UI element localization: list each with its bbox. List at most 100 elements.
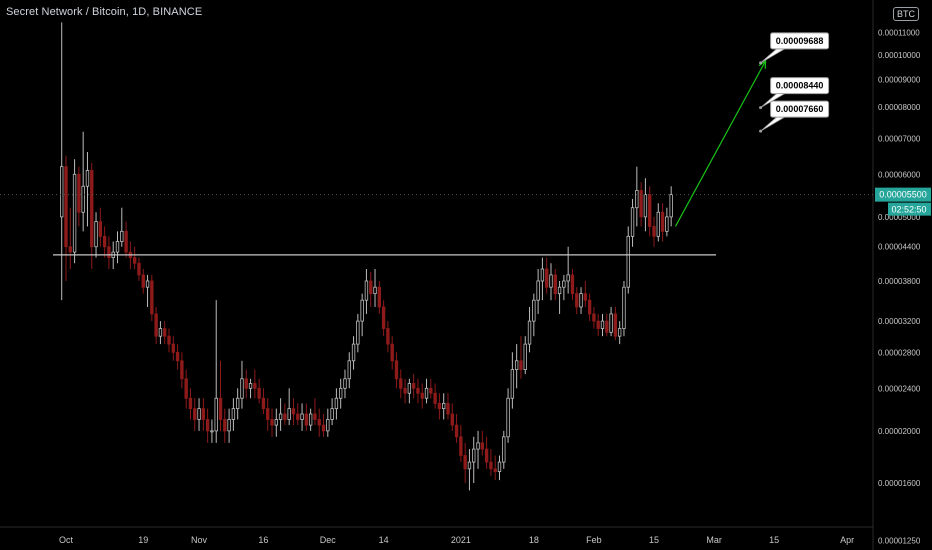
candle xyxy=(167,328,171,353)
candle xyxy=(107,236,111,269)
candle-body xyxy=(283,413,287,420)
candle xyxy=(656,203,660,242)
candle-body xyxy=(351,343,356,362)
candle xyxy=(424,378,429,404)
candle xyxy=(308,408,313,431)
candle xyxy=(600,313,605,337)
candle-body xyxy=(381,306,386,329)
candles-series xyxy=(60,22,673,491)
candle xyxy=(188,388,193,420)
candle xyxy=(484,436,489,469)
candle-body xyxy=(643,194,648,218)
price-axis[interactable]: 0.00011000 0.00010000 0.00009000 0.00008000… xyxy=(878,29,921,546)
price-callout[interactable]: 0.00009688 xyxy=(759,32,830,65)
currency-badge[interactable]: BTC xyxy=(893,7,919,21)
price-tick-label: 0.00003200 xyxy=(878,317,921,326)
candle xyxy=(304,403,309,431)
candle-body xyxy=(510,369,515,399)
callout-anchor-dot xyxy=(759,129,763,133)
candle xyxy=(137,257,141,281)
candle-body xyxy=(562,280,566,288)
price-tick-label: 0.00004400 xyxy=(878,243,921,252)
candle xyxy=(248,378,253,399)
candle-body xyxy=(64,166,68,248)
candle xyxy=(429,378,433,399)
candle xyxy=(403,378,407,404)
candle xyxy=(214,300,218,443)
candle xyxy=(540,257,545,301)
candle xyxy=(356,313,360,353)
candle-body xyxy=(184,378,188,399)
candle-body xyxy=(343,378,347,389)
candle-body xyxy=(652,226,656,237)
candle-body xyxy=(261,397,266,410)
last-price-text: 0.00005500 xyxy=(879,190,927,200)
price-tick-label: 0.00008000 xyxy=(878,103,921,112)
candle xyxy=(240,360,244,409)
candle xyxy=(411,374,416,399)
candle-body xyxy=(205,419,210,432)
candle xyxy=(549,263,553,301)
candle xyxy=(115,231,120,264)
candle xyxy=(175,344,180,370)
candle xyxy=(377,280,382,314)
candle xyxy=(326,408,330,437)
time-tick-label: 15 xyxy=(769,535,779,545)
candle xyxy=(120,207,124,247)
candle xyxy=(514,344,519,389)
candle xyxy=(274,408,278,437)
candle xyxy=(450,403,454,431)
candle xyxy=(218,360,223,431)
candle xyxy=(639,182,643,227)
candle-body xyxy=(648,194,652,227)
candle xyxy=(652,216,656,247)
candle xyxy=(399,369,403,399)
candle xyxy=(90,162,94,269)
time-tick-label: Oct xyxy=(59,535,74,545)
candle xyxy=(364,269,369,314)
candle xyxy=(613,306,618,341)
candle xyxy=(562,274,566,301)
candle xyxy=(510,352,515,409)
candle-body xyxy=(210,430,214,433)
price-tick-label: 0.00009000 xyxy=(878,76,921,85)
candle-body xyxy=(193,408,197,420)
candle xyxy=(150,274,154,322)
candle-body xyxy=(163,328,167,337)
candle xyxy=(351,336,356,370)
candle xyxy=(596,313,600,337)
candle-body xyxy=(540,268,545,282)
candle-body xyxy=(360,299,364,322)
candle-body xyxy=(566,274,570,282)
candle xyxy=(60,22,64,301)
candle xyxy=(330,398,334,426)
price-tick-label: 0.00007000 xyxy=(878,134,921,143)
candle-body xyxy=(115,241,120,253)
candle xyxy=(334,388,339,420)
candle xyxy=(85,152,90,227)
time-axis[interactable]: Oct 19 Nov 16 Dec 14 2021 18 Feb 15 Mar 15 Apr xyxy=(59,535,854,545)
candle-body xyxy=(197,408,201,420)
candle xyxy=(158,321,163,345)
time-tick-label: 2021 xyxy=(451,535,471,545)
candle-body xyxy=(214,397,218,432)
candle xyxy=(489,449,493,476)
chart-title: Secret Network / Bitcoin, 1D, BINANCE xyxy=(6,6,203,18)
candle-body xyxy=(411,383,416,389)
candle-body xyxy=(248,383,253,389)
candle xyxy=(575,287,579,314)
candle-body xyxy=(235,397,240,410)
projection-arrow[interactable] xyxy=(674,60,767,227)
candle xyxy=(205,408,210,443)
price-callout[interactable]: 0.00007660 xyxy=(759,100,830,133)
candle-body xyxy=(373,286,377,295)
candle-body xyxy=(536,280,540,301)
candle xyxy=(257,378,261,404)
candle-body xyxy=(437,402,442,410)
candle-body xyxy=(244,378,248,389)
candle-body xyxy=(377,286,382,308)
candle xyxy=(579,287,583,314)
candle xyxy=(472,436,476,483)
candle-body xyxy=(592,313,596,322)
candle xyxy=(545,257,549,294)
